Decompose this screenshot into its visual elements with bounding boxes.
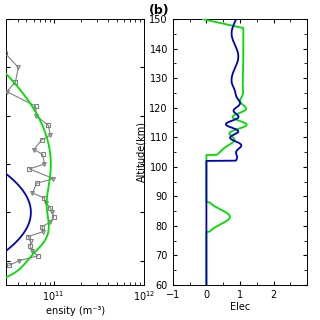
X-axis label: Elec: Elec — [230, 302, 250, 312]
X-axis label: ensity (m⁻³): ensity (m⁻³) — [46, 306, 105, 316]
Y-axis label: Altitude(km): Altitude(km) — [137, 122, 147, 182]
Text: (b): (b) — [148, 4, 169, 17]
